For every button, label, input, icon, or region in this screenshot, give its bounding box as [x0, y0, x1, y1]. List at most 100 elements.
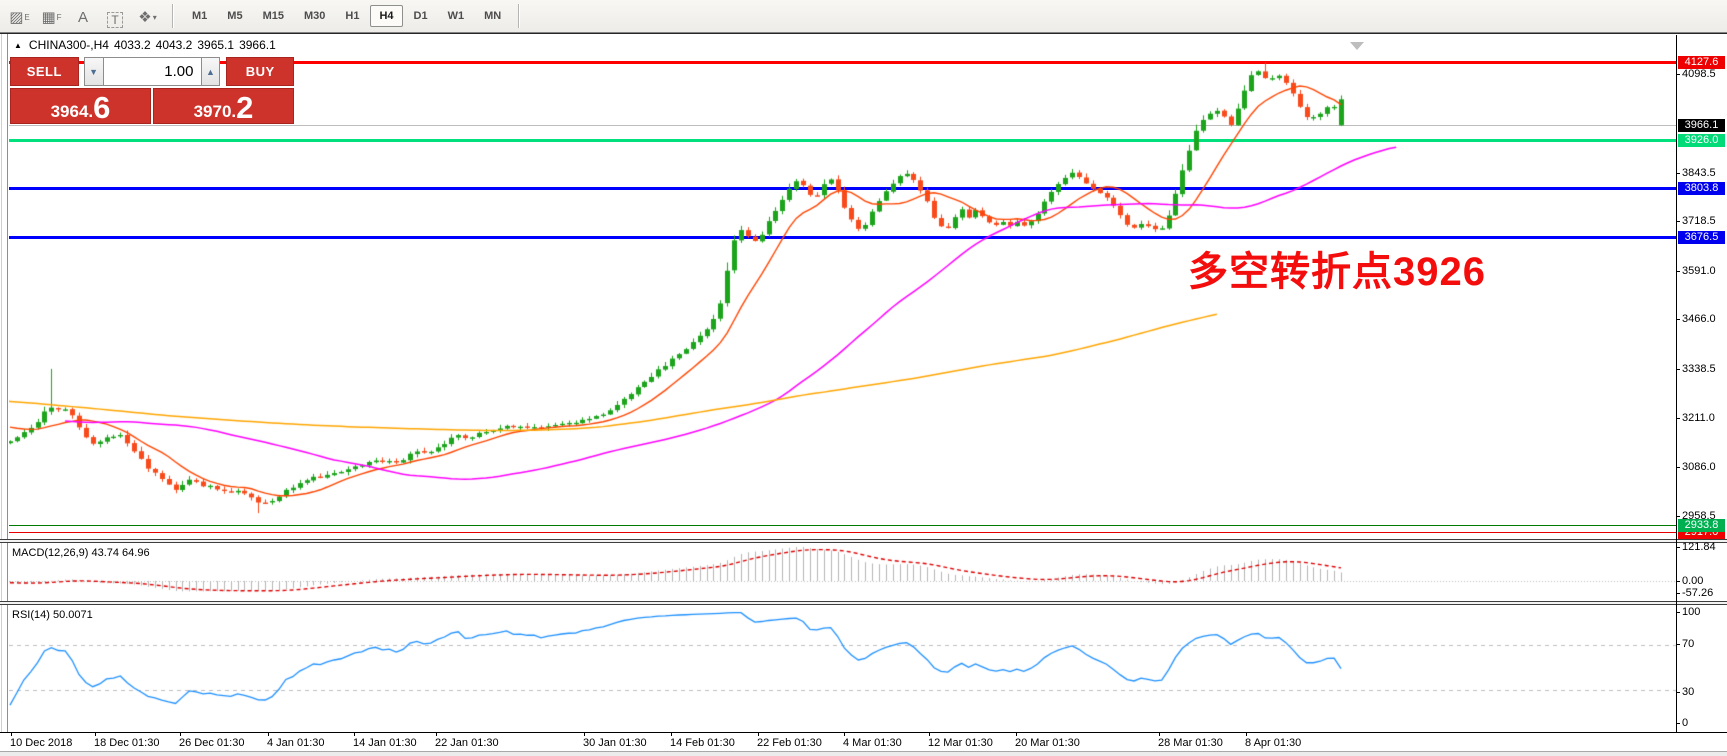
timeframe-button-H4[interactable]: H4	[370, 5, 403, 27]
timeframe-button-M30[interactable]: M30	[303, 10, 326, 22]
time-axis-label: 22 Jan 01:30	[435, 737, 499, 749]
price-badge-3803.8: 3803.8	[1678, 181, 1725, 195]
time-axis-label: 20 Mar 01:30	[1015, 737, 1080, 749]
rsi-scale-label-tick	[1676, 692, 1680, 693]
timeframe-button-MN[interactable]: MN	[484, 10, 502, 22]
chart-annotation: 多空转折点3926	[1188, 250, 1486, 294]
volume-increase-button[interactable]: ▲	[200, 57, 221, 86]
window-left-edge	[1, 34, 2, 756]
price-tick-mark	[1676, 74, 1680, 75]
buy-price-display[interactable]: 3970. 2	[153, 88, 294, 124]
toolbar: ▨ E ▦ F A T ❖ ▾ M1 M5 M15 M30 H1 H4 D1 W1 MN	[0, 0, 1727, 33]
timeframe-button-M1[interactable]: M1	[192, 10, 208, 22]
timeframe-button-H1[interactable]: H1	[345, 10, 360, 22]
time-axis-tick	[844, 733, 845, 736]
price-tick-label: 3466.0	[1682, 313, 1716, 326]
ohlc-high: 4043.2	[155, 38, 193, 52]
window-left-edge-inner	[7, 34, 8, 756]
rsi-label: RSI(14) 50.0071	[12, 609, 93, 621]
macd-scale-label: 121.84	[1682, 541, 1716, 553]
sell-button[interactable]: SELL	[10, 57, 79, 86]
time-axis-label: 28 Mar 01:30	[1158, 737, 1223, 749]
volume-input[interactable]	[103, 57, 201, 86]
time-axis-label: 26 Dec 01:30	[179, 737, 245, 749]
price-badge-3926.0: 3926.0	[1678, 134, 1725, 148]
window-bottom-edge	[0, 751, 1727, 756]
price-tick-label: 4098.5	[1682, 68, 1716, 80]
time-axis-tick	[11, 733, 12, 736]
time-axis-tick	[929, 733, 930, 736]
price-badge-3676.5: 3676.5	[1678, 231, 1725, 245]
hatch-e-icon[interactable]: ▨ E	[9, 9, 30, 26]
time-axis-tick	[671, 733, 672, 736]
price-tick-label: 3591.0	[1682, 264, 1716, 277]
timeframe-group: M1 M5 M15 M30 H1 H4 D1 W1 MN	[183, 5, 512, 27]
time-axis-label: 30 Jan 01:30	[583, 737, 647, 749]
price-tick-mark	[1676, 368, 1680, 370]
rsi-scale-label-tick	[1676, 723, 1680, 724]
time-axis-tick	[268, 733, 269, 736]
macd-scale-label-tick	[1676, 581, 1680, 582]
rsi-scale-label-tick	[1676, 644, 1680, 645]
pane-separator[interactable]	[0, 539, 1727, 543]
time-axis-tick	[1246, 733, 1247, 736]
macd-scale-label: 0.00	[1682, 575, 1704, 587]
rsi-scale-label: 70	[1682, 638, 1695, 650]
price-tick-label: 3338.5	[1682, 362, 1716, 375]
price-tick-mark	[1676, 172, 1680, 174]
timeframe-button-M15[interactable]: M15	[262, 10, 284, 22]
time-axis-label: 22 Feb 01:30	[757, 737, 822, 749]
macd-pane-canvas[interactable]	[9, 543, 1676, 601]
label-a-icon[interactable]: A	[77, 9, 88, 26]
price-tick-label: 2958.5	[1682, 510, 1716, 523]
rsi-pane-canvas[interactable]	[9, 605, 1676, 732]
sell-price-display[interactable]: 3964. 6	[10, 88, 151, 124]
time-axis-tick	[354, 733, 355, 736]
rsi-scale-label-tick	[1676, 612, 1680, 613]
price-tick-mark	[1676, 270, 1680, 272]
timeframe-button-D1[interactable]: D1	[413, 10, 428, 22]
rsi-scale-label: 0	[1682, 717, 1689, 729]
timeframe-button-M5[interactable]: M5	[227, 10, 243, 22]
one-click-collapse-icon[interactable]: ▲	[14, 41, 22, 50]
sell-price-int: 3964	[50, 102, 89, 121]
price-tick-label: 3086.0	[1682, 460, 1716, 473]
buy-price-int: 3970	[193, 102, 232, 121]
chart-shift-marker-icon[interactable]	[1350, 42, 1364, 50]
price-badge-4127.6: 4127.6	[1678, 56, 1725, 70]
pane-separator[interactable]	[0, 601, 1727, 605]
time-axis-tick	[95, 733, 96, 736]
time-axis[interactable]: 10 Dec 2018 18 Dec 01:30 26 Dec 01:30 4 Jan…	[0, 732, 1727, 751]
text-box-icon[interactable]: T	[102, 4, 129, 28]
buy-price-dot: .	[231, 102, 237, 121]
toolbar-icons: ▨ E ▦ F A T ❖ ▾	[6, 4, 166, 28]
buy-button[interactable]: BUY	[226, 57, 294, 86]
price-axis-line	[1676, 35, 1677, 732]
price-tick-mark	[1676, 319, 1680, 321]
time-axis-label: 4 Jan 01:30	[267, 737, 325, 749]
symbol-timeframe-label: CHINA300-,H4	[28, 38, 109, 52]
arrange-objects-icon[interactable]: ❖ ▾	[138, 9, 157, 26]
one-click-trading-panel: SELL ▼ ▲ BUY 3964.6 3970.2	[10, 57, 294, 124]
price-tick-label: 3718.5	[1682, 215, 1716, 228]
grid-f-icon[interactable]: ▦ F	[41, 9, 62, 26]
toolbar-separator	[172, 4, 174, 28]
price-tick-label: 3843.5	[1682, 166, 1716, 179]
buy-price-frac: 2	[236, 89, 254, 125]
timeframe-button-W1[interactable]: W1	[447, 10, 465, 22]
time-axis-tick	[758, 733, 759, 736]
volume-decrease-button[interactable]: ▼	[83, 57, 104, 86]
time-axis-tick	[1016, 733, 1017, 736]
price-badge-3966.1: 3966.1	[1678, 118, 1725, 132]
price-tick-label: 3211.0	[1682, 412, 1715, 425]
price-badge-2933.8: 2933.8	[1678, 519, 1725, 533]
price-tick-mark	[1676, 466, 1680, 468]
price-tick-mark	[1676, 418, 1680, 420]
time-axis-label: 14 Jan 01:30	[353, 737, 417, 749]
time-axis-label: 18 Dec 01:30	[94, 737, 160, 749]
chart-window: ▲ CHINA300-,H4 4033.2 4043.2 3965.1 3966.1 SE…	[0, 33, 1727, 756]
macd-scale-label: -57.26	[1682, 587, 1714, 599]
time-axis-label: 4 Mar 01:30	[843, 737, 902, 749]
macd-label: MACD(12,26,9) 43.74 64.96	[12, 547, 150, 559]
